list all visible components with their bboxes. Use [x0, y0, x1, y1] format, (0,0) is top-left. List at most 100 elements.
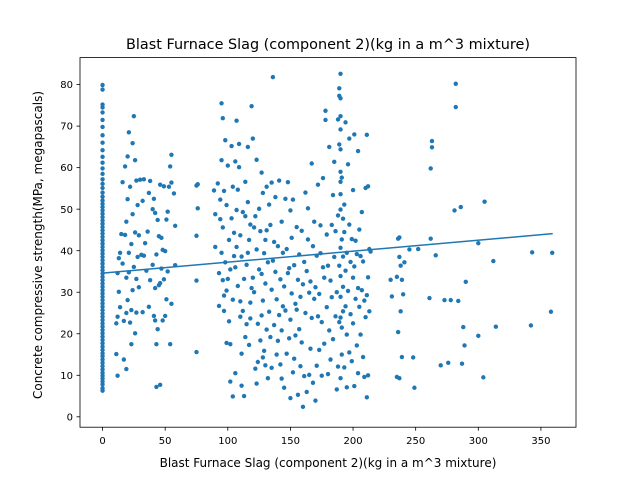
data-point [334, 290, 339, 295]
data-point [276, 312, 282, 318]
plot-frame [79, 57, 577, 428]
data-point [338, 169, 343, 174]
x-tick-label: 100 [218, 436, 237, 447]
data-point [365, 184, 371, 189]
data-point [245, 199, 251, 205]
data-point [261, 251, 267, 256]
data-point [350, 321, 356, 326]
data-point [100, 321, 105, 326]
data-point [324, 232, 329, 237]
data-point [284, 246, 289, 252]
data-point [280, 250, 286, 255]
y-tick-label: 10 [60, 371, 73, 382]
x-axis: 0 50 100 150 200 250 300 350 [99, 427, 550, 447]
data-point [157, 182, 163, 187]
data-point [410, 355, 416, 360]
data-point [235, 187, 241, 192]
data-point [162, 313, 168, 319]
data-point [224, 202, 229, 208]
data-point [121, 357, 127, 362]
y-tick-label: 0 [67, 412, 73, 423]
data-point [100, 208, 105, 213]
data-point [169, 180, 174, 185]
data-point [261, 348, 267, 353]
x-tick-label: 150 [281, 436, 300, 447]
data-point [167, 164, 173, 169]
data-point [279, 376, 284, 381]
data-point [304, 268, 309, 274]
data-point [100, 211, 105, 216]
x-axis-label: Blast Furnace Slag (component 2)(kg in a… [160, 456, 497, 470]
data-point [399, 354, 405, 360]
data-point [338, 179, 343, 184]
data-point [313, 398, 318, 403]
data-point [264, 184, 269, 189]
data-point [100, 351, 105, 356]
data-point [343, 304, 348, 309]
data-point [338, 315, 343, 320]
data-point [100, 360, 105, 366]
data-point [334, 387, 339, 392]
y-axis: 0 10 20 30 40 50 60 70 80 [60, 80, 80, 423]
data-point [120, 261, 125, 266]
x-tick-label: 350 [531, 436, 550, 447]
data-point [463, 279, 468, 285]
data-point [245, 144, 251, 150]
data-point [258, 228, 263, 234]
data-point [100, 324, 105, 329]
data-point [162, 248, 168, 254]
data-point [100, 307, 105, 313]
data-point [456, 298, 461, 304]
data-point [312, 296, 317, 302]
data-point [338, 127, 343, 132]
data-point [338, 294, 343, 299]
data-point [117, 304, 123, 310]
data-point [395, 329, 401, 335]
data-point [302, 259, 307, 265]
data-point [286, 265, 292, 271]
data-point [100, 148, 105, 153]
data-point [274, 352, 279, 357]
data-point [347, 222, 352, 227]
data-point [216, 270, 222, 276]
data-point [100, 185, 105, 191]
data-point [233, 265, 238, 270]
data-point [132, 157, 138, 163]
data-point [329, 222, 334, 228]
data-point [218, 197, 223, 202]
data-point [100, 231, 105, 236]
data-point [342, 365, 347, 370]
data-point [307, 372, 312, 378]
data-point [172, 223, 178, 228]
data-point [529, 250, 535, 255]
data-point [310, 380, 316, 385]
data-point [397, 235, 402, 240]
data-point [354, 251, 360, 257]
data-point [125, 154, 130, 159]
data-point [493, 324, 499, 329]
data-point [122, 164, 128, 169]
data-point [323, 117, 328, 123]
data-point [130, 140, 135, 146]
data-point [266, 309, 272, 314]
data-point [136, 233, 142, 238]
data-point [126, 250, 132, 255]
data-point [100, 241, 105, 246]
data-point [124, 275, 129, 280]
data-point [100, 238, 105, 243]
data-point [100, 177, 105, 182]
data-point [357, 227, 362, 232]
data-points [100, 71, 555, 410]
data-point [308, 346, 313, 351]
data-point [115, 373, 120, 378]
data-point [146, 190, 152, 196]
data-point [337, 319, 342, 325]
data-point [302, 373, 307, 379]
data-point [291, 263, 297, 268]
data-point [365, 275, 371, 280]
data-point [119, 231, 124, 237]
data-point [433, 253, 438, 258]
data-point [268, 334, 273, 340]
data-point [357, 304, 362, 309]
y-tick-label: 80 [60, 80, 73, 91]
